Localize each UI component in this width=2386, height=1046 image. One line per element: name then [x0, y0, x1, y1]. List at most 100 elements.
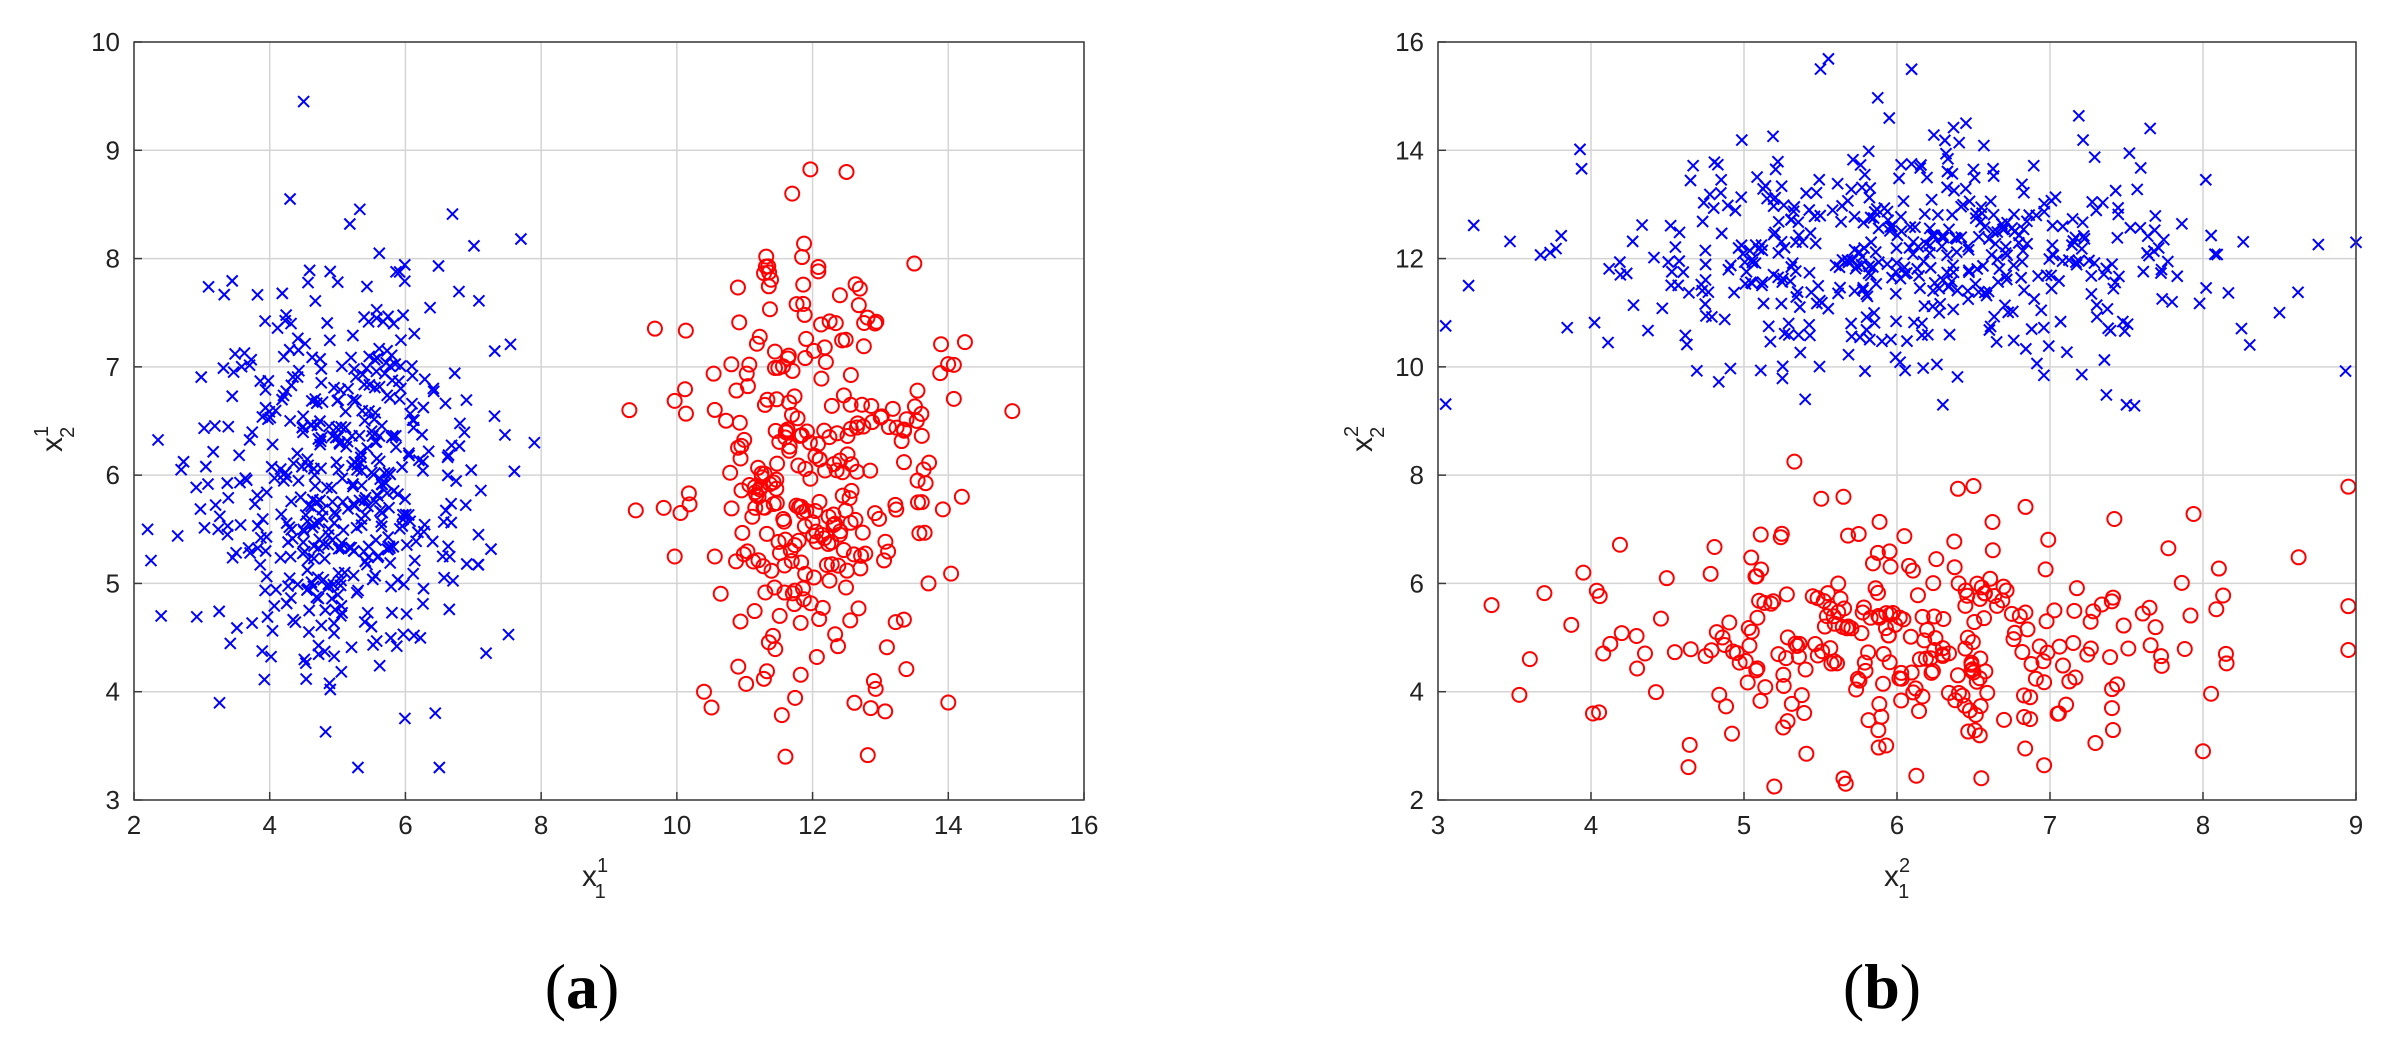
data-point-x-marker	[389, 440, 403, 454]
data-point-x-marker	[378, 367, 392, 380]
data-point-x-marker	[2028, 292, 2041, 306]
data-point-x-marker	[2019, 342, 2033, 356]
data-point-o-marker	[876, 552, 893, 569]
data-point-o-marker	[854, 524, 871, 541]
y-tick-label: 2	[1410, 785, 1424, 815]
data-point-x-marker	[318, 645, 331, 658]
data-point-x-marker	[315, 362, 328, 376]
data-point-o-marker	[1947, 692, 1964, 709]
data-point-x-marker	[1588, 316, 1601, 329]
data-point-o-marker	[1909, 587, 1926, 604]
data-point-x-marker	[1923, 222, 1936, 235]
data-point-x-marker	[1998, 222, 2011, 236]
points-a	[141, 95, 1021, 774]
data-point-o-marker	[1681, 736, 1698, 753]
data-point-x-marker	[2069, 256, 2083, 269]
data-point-x-marker	[328, 603, 342, 616]
data-point-x-marker	[398, 712, 412, 725]
data-point-o-marker	[916, 524, 933, 541]
data-point-x-marker	[375, 419, 389, 433]
data-point-x-marker	[2000, 273, 2013, 286]
data-point-x-marker	[2037, 369, 2051, 382]
y-axis-label-b: x2 2	[1341, 426, 1389, 452]
panel-caption-b: (b)	[1843, 951, 1921, 1022]
data-point-x-marker	[234, 518, 247, 532]
data-point-o-marker	[732, 450, 749, 467]
data-point-x-marker	[453, 417, 467, 430]
data-point-x-marker	[379, 356, 393, 369]
data-point-x-marker	[460, 557, 473, 571]
data-point-x-marker	[256, 512, 269, 526]
data-point-x-marker	[198, 521, 211, 534]
data-point-x-marker	[357, 310, 371, 324]
data-point-o-marker	[1926, 608, 1943, 625]
data-point-x-marker	[1906, 248, 1920, 261]
data-point-x-marker	[2123, 146, 2136, 160]
data-point-x-marker	[297, 525, 311, 538]
data-point-x-marker	[1784, 213, 1798, 227]
data-point-x-marker	[361, 500, 375, 513]
data-point-x-marker	[416, 597, 430, 611]
data-point-x-marker	[2086, 195, 2099, 209]
data-point-o-marker	[1740, 620, 1757, 637]
data-point-x-marker	[197, 422, 211, 435]
data-point-x-marker	[1862, 145, 1875, 158]
data-point-x-marker	[361, 441, 374, 455]
data-point-o-marker	[793, 554, 810, 571]
data-point-o-marker	[1850, 525, 1867, 542]
data-point-x-marker	[280, 597, 293, 610]
data-point-o-marker	[781, 394, 798, 411]
data-point-x-marker	[1846, 153, 1860, 166]
data-point-x-marker	[345, 429, 359, 443]
data-point-x-marker	[322, 578, 335, 591]
data-point-o-marker	[1837, 775, 1854, 792]
x-axis-label-a: x1 1	[582, 855, 608, 903]
data-point-o-marker	[1836, 600, 1853, 617]
data-point-o-marker	[2176, 640, 2193, 657]
data-point-x-marker	[1805, 286, 1818, 299]
data-point-o-marker	[1829, 655, 1846, 672]
data-point-x-marker	[2056, 220, 2069, 233]
data-point-x-marker	[2046, 238, 2059, 252]
data-point-o-marker	[677, 381, 694, 398]
data-point-x-marker	[2171, 270, 2184, 283]
data-point-x-marker	[373, 504, 387, 518]
data-point-x-marker	[243, 546, 257, 560]
data-point-o-marker	[1680, 759, 1697, 776]
data-point-x-marker	[1803, 329, 1817, 342]
data-point-x-marker	[2111, 231, 2124, 245]
data-point-x-marker	[1439, 319, 1452, 333]
data-point-o-marker	[888, 419, 905, 436]
data-point-x-marker	[298, 545, 312, 558]
data-point-o-marker	[1536, 585, 1553, 602]
data-point-x-marker	[2101, 302, 2114, 316]
data-point-o-marker	[1984, 542, 2001, 559]
data-point-x-marker	[1928, 276, 1941, 290]
data-point-o-marker	[1706, 538, 1723, 555]
data-point-x-marker	[380, 344, 394, 357]
svg-text:x22: x2 2	[1341, 426, 1389, 452]
data-point-x-marker	[2062, 253, 2076, 267]
data-point-o-marker	[1949, 480, 1966, 497]
data-point-o-marker	[867, 680, 884, 697]
data-point-x-marker	[1549, 242, 1563, 255]
data-point-o-marker	[2185, 505, 2202, 522]
data-point-x-marker	[230, 621, 244, 635]
data-point-x-marker	[1894, 210, 1908, 223]
data-point-x-marker	[2078, 232, 2091, 246]
data-point-o-marker	[747, 484, 764, 501]
data-point-x-marker	[286, 613, 300, 626]
data-point-o-marker	[696, 683, 712, 700]
data-point-o-marker	[854, 396, 871, 413]
data-point-x-marker	[1814, 209, 1827, 222]
data-point-o-marker	[831, 287, 848, 304]
data-point-o-marker	[1966, 722, 1983, 739]
data-point-x-marker	[347, 544, 360, 558]
data-point-x-marker	[2134, 161, 2147, 175]
data-point-x-marker	[1883, 111, 1896, 125]
data-point-x-marker	[1856, 281, 1870, 295]
data-point-x-marker	[365, 620, 378, 633]
data-point-x-marker	[1983, 323, 1996, 337]
data-point-x-marker	[1727, 286, 1741, 299]
data-point-o-marker	[1728, 644, 1745, 661]
